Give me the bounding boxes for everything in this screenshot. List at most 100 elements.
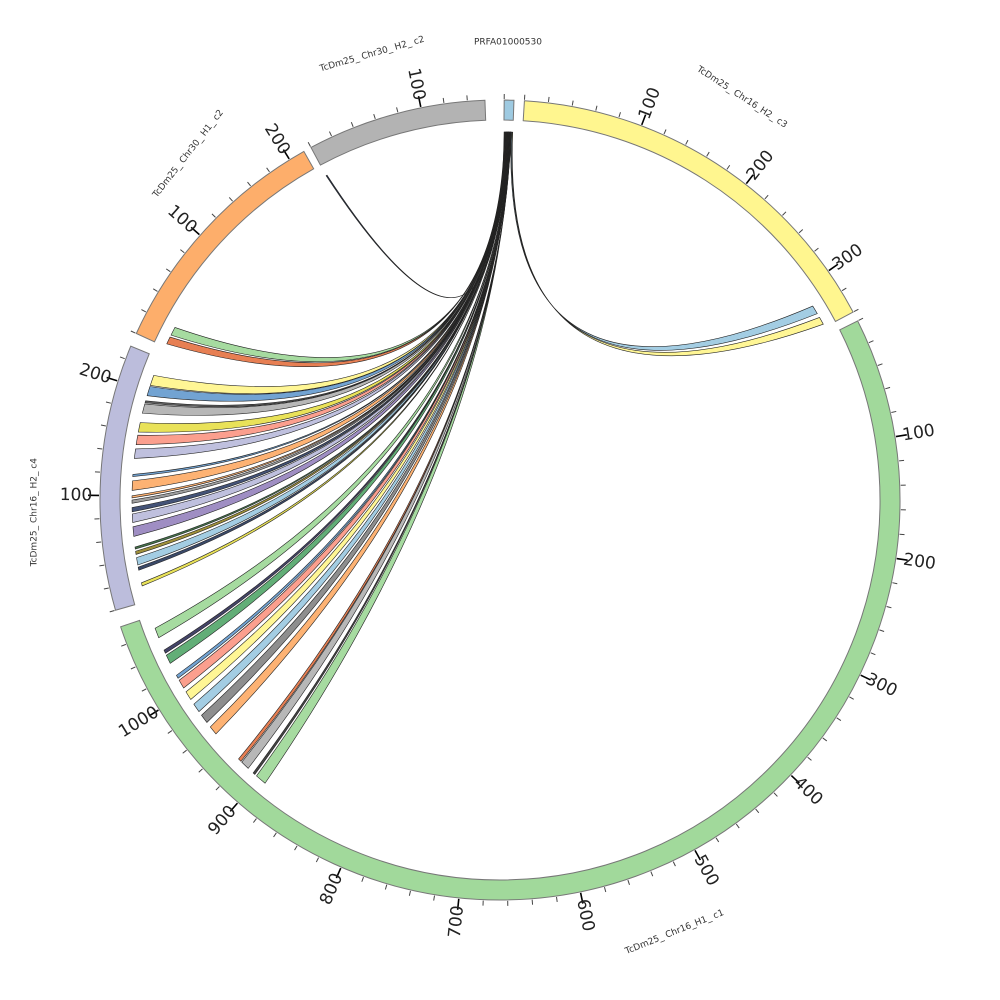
link-ribbon-h1c1[interactable] (209, 131, 512, 735)
tick-label: 1000 (115, 702, 162, 742)
minor-tick (105, 401, 111, 404)
chromosome-label: TcDm25_ Chr16_ H2_ c4 (30, 458, 40, 568)
tick-label: 300 (862, 669, 900, 701)
minor-tick (870, 652, 876, 656)
minor-tick (571, 100, 574, 106)
tick-label: 200 (743, 146, 779, 184)
minor-tick (433, 895, 435, 901)
major-tick (694, 849, 702, 861)
minor-tick (130, 330, 136, 334)
links-layer (131, 131, 824, 784)
ideogram-layer (88, 94, 908, 910)
tick-label: 200 (260, 120, 294, 158)
major-tick (148, 709, 159, 717)
chromosome-label: TcDm25_ Chr16_H1_ c1 (623, 908, 726, 957)
ideogram-h1c1[interactable] (119, 320, 901, 901)
tick-label: 300 (829, 240, 867, 275)
minor-tick (396, 107, 399, 113)
tick-label: 500 (690, 851, 723, 889)
link-ribbon-h1c1[interactable] (163, 131, 511, 654)
ideogram-h1c2[interactable] (135, 150, 315, 343)
link-ribbon-h1c1[interactable] (201, 131, 512, 723)
minor-tick (773, 792, 778, 797)
tick-label: 200 (902, 550, 937, 575)
minor-tick (782, 211, 787, 216)
minor-tick (152, 288, 158, 292)
major-tick (828, 263, 839, 272)
minor-tick (879, 629, 885, 632)
minor-tick (180, 249, 185, 254)
minor-tick (121, 643, 127, 647)
tick-label: 700 (445, 905, 468, 939)
minor-tick (167, 730, 173, 734)
minor-tick (715, 837, 720, 843)
ideogram-prfa[interactable] (503, 99, 515, 121)
minor-tick (100, 424, 106, 427)
minor-tick (373, 113, 376, 120)
chromosome-label: TcDm25_ Chr16_H2_ c3 (694, 64, 789, 130)
minor-tick (247, 181, 252, 187)
link-ribbon-h1c1[interactable] (256, 131, 512, 784)
minor-tick (141, 688, 147, 692)
minor-tick (198, 768, 203, 773)
minor-tick (294, 845, 298, 851)
link-ribbon-h1c1[interactable] (165, 131, 511, 664)
minor-tick (182, 749, 187, 754)
link-ribbon-h1c1[interactable] (193, 131, 512, 713)
minor-tick (885, 386, 891, 390)
minor-tick (228, 197, 233, 202)
minor-tick (603, 887, 607, 893)
major-tick (895, 434, 907, 438)
major-tick (282, 149, 290, 160)
link-ribbon-h2c4[interactable] (141, 131, 511, 587)
tick-label: 100 (901, 421, 936, 446)
minor-tick (442, 97, 445, 104)
tick-label: 200 (77, 360, 114, 389)
minor-tick (886, 606, 892, 609)
minor-tick (822, 737, 828, 742)
tick-label: 900 (204, 802, 240, 840)
minor-tick (556, 896, 558, 903)
minor-tick (130, 666, 136, 670)
chromosome-label: PRFA01000530 (474, 38, 542, 48)
minor-tick (211, 213, 216, 218)
ideogram-h2c3[interactable] (522, 100, 854, 323)
minor-tick (315, 857, 320, 863)
minor-tick (814, 247, 819, 252)
minor-tick (663, 129, 667, 135)
tick-label: 100 (635, 85, 665, 122)
link-ribbon-h1c1[interactable] (185, 131, 512, 700)
minor-tick (627, 879, 630, 885)
link-ribbon-h2c4[interactable] (132, 131, 510, 537)
chromosome-label: TcDm25_ Chr30_ H1_ c2 (151, 108, 226, 200)
minor-tick (685, 139, 689, 145)
ideogram-h2c4[interactable] (99, 345, 150, 611)
link-ribbon-h1c1[interactable] (154, 131, 511, 639)
minor-tick (836, 717, 842, 721)
minor-tick (350, 122, 354, 128)
ideogram-h2c2[interactable] (310, 99, 487, 166)
minor-tick (807, 756, 812, 761)
minor-tick (853, 308, 859, 313)
minor-tick (215, 786, 220, 791)
tick-label: 100 (60, 485, 93, 505)
minor-tick (96, 541, 102, 544)
major-tick (860, 674, 871, 681)
minor-tick (892, 582, 898, 585)
minor-tick (672, 861, 676, 867)
minor-tick (547, 96, 550, 102)
major-tick (579, 892, 584, 904)
minor-tick (307, 141, 311, 147)
major-tick (229, 802, 239, 812)
minor-tick (858, 317, 864, 321)
minor-tick (891, 410, 897, 414)
link-ribbon-h1c1[interactable] (178, 131, 511, 689)
link-ribbon-h2c3[interactable] (511, 131, 824, 357)
link-ribbon-h2c4[interactable] (131, 131, 510, 523)
major-tick (417, 95, 422, 108)
minor-tick (119, 356, 125, 360)
link-ribbon-h2c4[interactable] (137, 131, 511, 571)
minor-tick (141, 309, 147, 313)
minor-tick (97, 447, 103, 450)
minor-tick (595, 105, 598, 111)
